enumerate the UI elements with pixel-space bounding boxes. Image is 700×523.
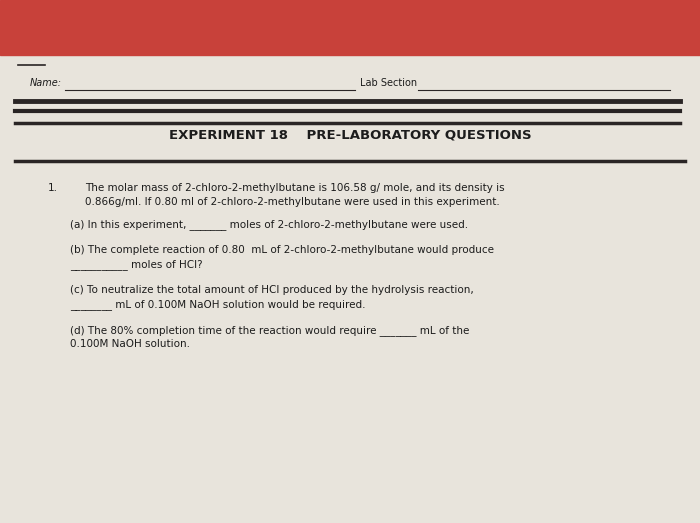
Text: 0.100M NaOH solution.: 0.100M NaOH solution. xyxy=(70,339,190,349)
Text: 1.: 1. xyxy=(48,183,58,193)
Bar xyxy=(0,0,700,55)
Text: (c) To neutralize the total amount of HCl produced by the hydrolysis reaction,: (c) To neutralize the total amount of HC… xyxy=(70,285,474,295)
Text: EXPERIMENT 18    PRE-LABORATORY QUESTIONS: EXPERIMENT 18 PRE-LABORATORY QUESTIONS xyxy=(169,128,531,141)
Text: 0.866g/ml. If 0.80 ml of 2-chloro-2-methylbutane were used in this experiment.: 0.866g/ml. If 0.80 ml of 2-chloro-2-meth… xyxy=(85,197,500,207)
Text: ___________ moles of HCl?: ___________ moles of HCl? xyxy=(70,259,202,270)
Text: Name:: Name: xyxy=(30,78,62,88)
Text: ________ mL of 0.100M NaOH solution would be required.: ________ mL of 0.100M NaOH solution woul… xyxy=(70,299,365,310)
Text: (d) The 80% completion time of the reaction would require _______ mL of the: (d) The 80% completion time of the react… xyxy=(70,325,470,336)
Text: Lab Section: Lab Section xyxy=(360,78,417,88)
Text: (b) The complete reaction of 0.80  mL of 2-chloro-2-methylbutane would produce: (b) The complete reaction of 0.80 mL of … xyxy=(70,245,494,255)
Text: (a) In this experiment, _______ moles of 2-chloro-2-methylbutane were used.: (a) In this experiment, _______ moles of… xyxy=(70,219,468,230)
Text: The molar mass of 2-chloro-2-methylbutane is 106.58 g/ mole, and its density is: The molar mass of 2-chloro-2-methylbutan… xyxy=(85,183,505,193)
